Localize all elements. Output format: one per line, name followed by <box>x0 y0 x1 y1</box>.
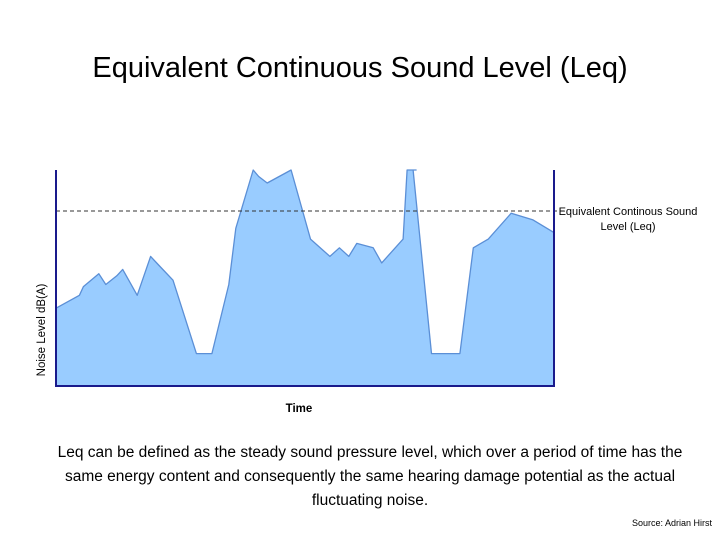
y-axis-label: Noise Level dB(A) <box>36 283 48 376</box>
leq-label: Equivalent Continous Sound Level (Leq) <box>559 206 698 233</box>
x-axis-label: Time <box>286 403 313 415</box>
leq-chart: Noise Level dB(A) Time Equivalent Contin… <box>36 169 698 415</box>
noise-level-line <box>55 169 555 355</box>
noise-area <box>56 170 554 386</box>
slide-title: Equivalent Continuous Sound Level (Leq) <box>92 52 628 84</box>
plot-area <box>55 169 566 387</box>
source-note: Source: Adrian Hirst <box>631 518 712 528</box>
caption: Leq can be defined as the steady sound p… <box>57 444 683 509</box>
